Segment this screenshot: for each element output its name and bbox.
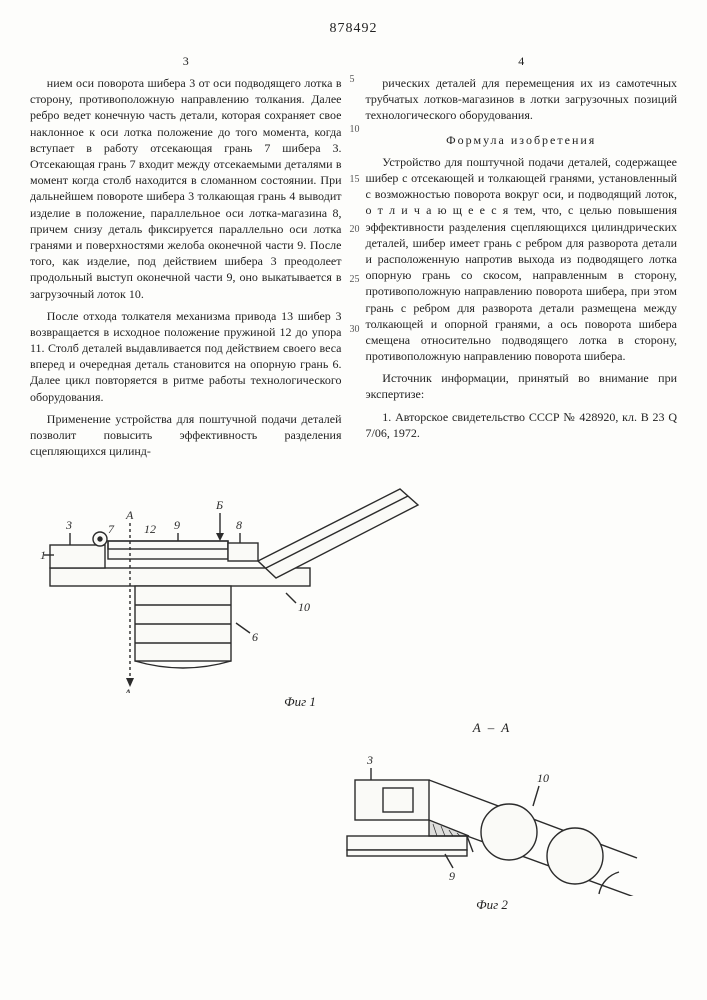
right-column: 5 10 15 20 25 30 4 рических деталей для … (366, 53, 678, 466)
figure-2-label: Фиг 2 (337, 896, 647, 914)
right-col-number: 4 (366, 53, 678, 69)
source-title: Источник информации, принятый во внимани… (366, 370, 678, 402)
line-marker: 20 (350, 223, 360, 237)
source-text: 1. Авторское свидетельство СССР № 428920… (366, 409, 678, 441)
fig1-ann-A: A (125, 508, 134, 522)
figure-1-svg: A Б 3 1 12 9 7 8 6 10 A (40, 483, 440, 693)
line-marker: 10 (350, 123, 360, 137)
formula-title: Формула изобретения (366, 132, 678, 148)
fig1-ann-8: 8 (236, 518, 242, 532)
paragraph: После отхода толкателя механизма привода… (30, 308, 342, 405)
fig1-ann-9: 9 (174, 518, 180, 532)
fig1-ann-6: 6 (252, 630, 258, 644)
fig1-ann-10: 10 (298, 600, 310, 614)
figure-1: A Б 3 1 12 9 7 8 6 10 A Фиг 1 (40, 483, 440, 711)
paragraph: Применение устройства для поштучной пода… (30, 411, 342, 460)
fig2-ann-3: 3 (366, 753, 373, 767)
line-marker: 5 (350, 73, 355, 87)
text-columns: 3 нием оси поворота шибера 3 от оси подв… (30, 53, 677, 466)
fig1-ann-1: 1 (40, 548, 46, 562)
line-marker: 25 (350, 273, 360, 287)
fig2-ann-10: 10 (537, 771, 549, 785)
fig2-ann-9: 9 (449, 869, 455, 883)
fig1-ann-12: 12 (144, 522, 156, 536)
fig1-ann-3: 3 (65, 518, 72, 532)
left-col-number: 3 (30, 53, 342, 69)
figure-2-svg: 3 9 10 (337, 736, 647, 896)
formula-text: Устройство для поштучной подачи деталей,… (366, 154, 678, 364)
figure-2: A – A (337, 719, 647, 914)
patent-number: 878492 (30, 20, 677, 39)
paragraph: нием оси поворота шибера 3 от оси подвод… (30, 75, 342, 302)
figure-1-label: Фиг 1 (160, 693, 440, 711)
fig1-ann-A2: A (123, 686, 132, 693)
figures-block: A Б 3 1 12 9 7 8 6 10 A Фиг 1 A – A (30, 483, 677, 914)
left-column: 3 нием оси поворота шибера 3 от оси подв… (30, 53, 342, 466)
fig1-ann-7: 7 (108, 522, 115, 536)
paragraph: рических деталей для перемещения их из с… (366, 75, 678, 124)
line-marker: 30 (350, 323, 360, 337)
fig1-ann-B: Б (215, 498, 223, 512)
figure-2-section-label: A – A (337, 719, 647, 737)
line-marker: 15 (350, 173, 360, 187)
